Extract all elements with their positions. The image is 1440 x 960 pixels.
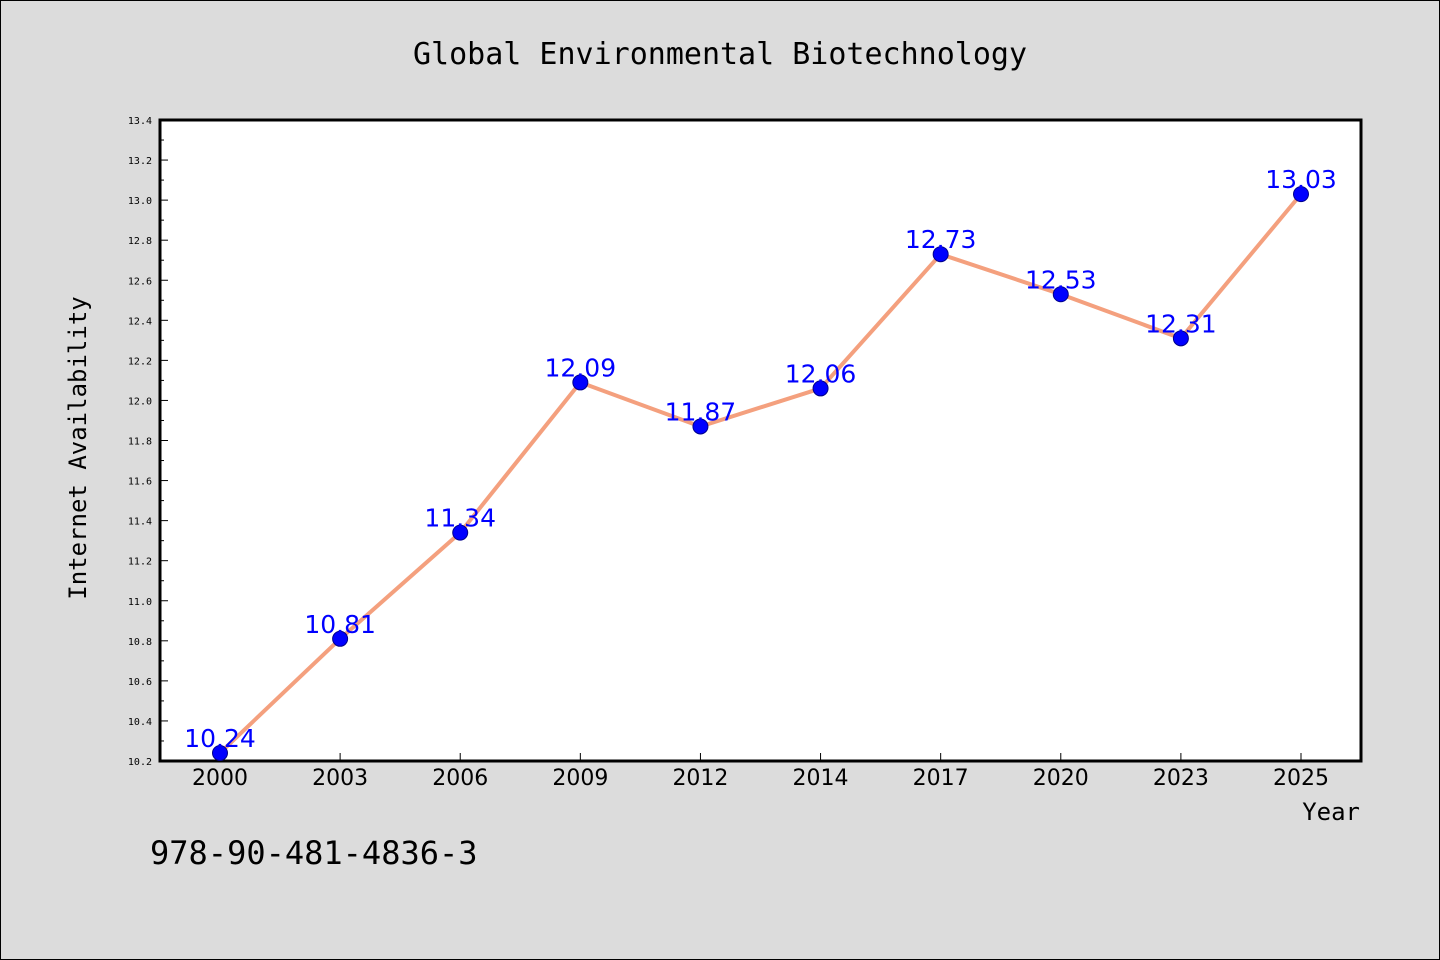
y-axis-label: Internet Availability: [64, 296, 92, 599]
data-point-marker: [932, 246, 949, 263]
y-tick-label: 12.4: [128, 316, 152, 327]
data-point-marker: [1172, 330, 1189, 347]
y-tick-label: 10.4: [128, 717, 152, 728]
x-axis: 2000 2003 2006 2009 2012 2014 2017 2020 2023 2025: [192, 753, 1329, 791]
isbn-footnote: 978-90-481-4836-3: [150, 834, 478, 872]
data-value-label: 12.09: [545, 353, 617, 382]
data-labels-group: 10.24 10.81 11.34 12.09 11.87 12.06 12.73 12.53…: [184, 165, 1337, 753]
y-tick-label: 10.2: [128, 757, 152, 768]
y-axis: 10.2 10.4 10.6 10.8 11.0 11.2 11.4 11.6 11.8 12.0…: [128, 116, 168, 768]
data-value-label: 12.06: [785, 359, 857, 388]
data-point-marker: [212, 744, 228, 761]
y-tick-label: 11.6: [128, 477, 152, 488]
data-point-marker: [572, 374, 589, 391]
series-line: [218, 192, 1303, 755]
data-point-marker: [1293, 186, 1309, 203]
y-tick-label: 10.6: [128, 677, 152, 688]
y-tick-label: 11.4: [128, 517, 152, 528]
data-value-label: 11.34: [424, 504, 496, 533]
data-point-marker: [452, 524, 469, 541]
y-tick-label: 12.8: [128, 236, 152, 247]
y-tick-label: 11.8: [128, 437, 152, 448]
y-tick-label: 12.6: [128, 276, 152, 287]
x-tick-label: 2003: [312, 766, 368, 791]
data-value-label: 12.53: [1025, 265, 1097, 294]
y-tick-label: 13.4: [128, 116, 152, 127]
x-tick-label: 2017: [913, 766, 969, 791]
y-tick-label: 12.2: [128, 356, 152, 367]
data-value-label: 10.24: [184, 724, 256, 753]
data-value-label: 12.31: [1145, 309, 1217, 338]
x-tick-label: 2014: [793, 766, 849, 791]
y-tick-label: 13.2: [128, 156, 152, 167]
data-value-label: 12.73: [905, 225, 977, 254]
data-value-label: 10.81: [304, 610, 376, 639]
y-tick-label: 11.2: [128, 557, 152, 568]
y-tick-label: 11.0: [128, 597, 152, 608]
data-value-label: 11.87: [665, 397, 737, 426]
data-point-marker: [692, 418, 709, 435]
series-line-group: [218, 192, 1303, 755]
x-tick-label: 2012: [672, 766, 728, 791]
x-tick-label: 2000: [192, 766, 248, 791]
data-point-marker: [332, 630, 349, 647]
y-tick-label: 12.0: [128, 396, 152, 407]
data-value-label: 13.03: [1265, 165, 1337, 194]
data-point-marker: [1052, 286, 1069, 303]
x-tick-label: 2023: [1153, 766, 1209, 791]
y-tick-label: 10.8: [128, 637, 152, 648]
x-tick-label: 2025: [1273, 766, 1329, 791]
y-tick-label: 13.0: [128, 196, 152, 207]
x-tick-label: 2006: [432, 766, 488, 791]
x-axis-label: Year: [1302, 798, 1360, 826]
markers-group: [212, 186, 1309, 761]
chart-title: Global Environmental Biotechnology: [413, 37, 1027, 72]
x-tick-label: 2009: [552, 766, 608, 791]
x-tick-label: 2020: [1033, 766, 1089, 791]
data-point-marker: [812, 380, 829, 397]
plot-area: [158, 118, 1363, 763]
